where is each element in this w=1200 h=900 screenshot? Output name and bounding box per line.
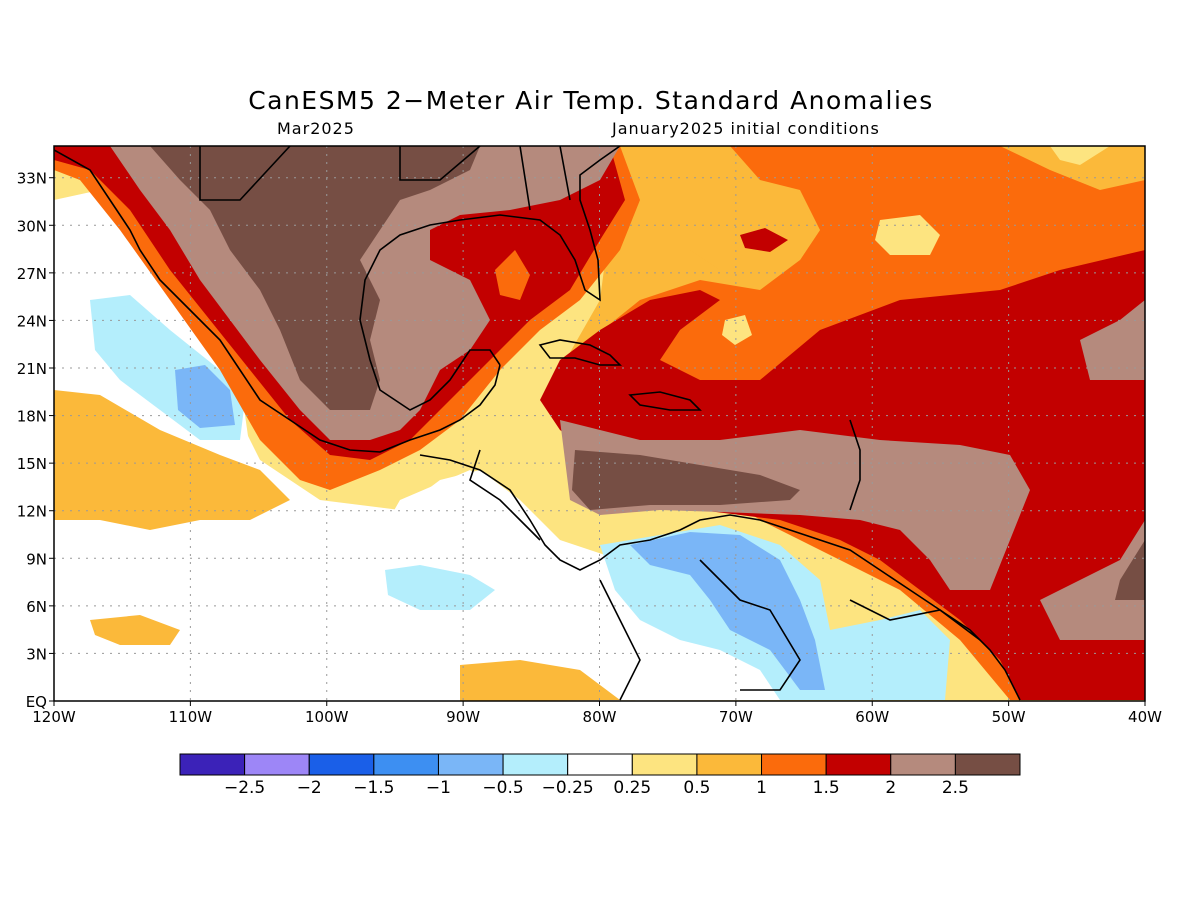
field-neg025-pacific	[385, 565, 495, 610]
field-pos025-ne	[1050, 146, 1110, 165]
lat-tick-label: 21N	[17, 360, 47, 378]
colorbar-swatch	[696, 753, 763, 776]
colorbar-label: 1	[756, 778, 767, 798]
lon-tick-label: 60W	[855, 708, 889, 726]
field-pos05-south	[90, 615, 180, 645]
colorbar-label: −1	[426, 778, 451, 798]
colorbar-label: −2.5	[224, 778, 265, 798]
colorbar-swatch	[244, 753, 310, 776]
lon-tick-label: 110W	[169, 708, 213, 726]
colorbar-label: −0.25	[542, 778, 594, 798]
coastlines	[54, 146, 1021, 701]
lat-tick-label: 9N	[26, 550, 47, 568]
colorbar-label: 1.5	[813, 778, 840, 798]
initial-conditions: January2025 initial conditions	[612, 119, 880, 138]
lat-tick-label: 27N	[17, 265, 47, 283]
colorbar: −2.5 −2 −1.5 −1 −0.5 −0.25 0.25 0.5 1 1.5 2 2.5	[179, 753, 1021, 798]
colorbar-swatch	[954, 753, 1021, 776]
field-pos05-eq	[460, 660, 620, 701]
colorbar-swatch	[179, 753, 246, 776]
map-title: CanESM5 2−Meter Air Temp. Standard Anoma…	[248, 86, 934, 115]
colorbar-swatch	[437, 753, 504, 776]
lat-tick-label: EQ	[26, 693, 47, 711]
field-pos2-inner	[390, 310, 445, 345]
grid-lines	[54, 146, 1145, 701]
lat-tick-label: 3N	[26, 645, 47, 663]
colorbar-label: 0.25	[613, 778, 651, 798]
colorbar-swatch	[631, 753, 698, 776]
field-pos025-inner1	[875, 215, 940, 255]
colorbar-swatch	[502, 753, 569, 776]
colorbar-label: 0.5	[683, 778, 710, 798]
lon-tick-label: 40W	[1128, 708, 1162, 726]
colorbar-swatch	[890, 753, 956, 776]
colorbar-swatch	[825, 753, 892, 776]
field-pos025-inner2	[722, 315, 752, 345]
anomaly-field	[54, 146, 1145, 701]
field-pos1-loop	[495, 250, 530, 300]
lat-tick-label: 6N	[26, 598, 47, 616]
field-neg05-sa	[630, 532, 825, 690]
colorbar-label: −0.5	[482, 778, 523, 798]
lon-tick-label: 90W	[446, 708, 480, 726]
lon-tick-label: 70W	[719, 708, 753, 726]
colorbar-label: 2.5	[942, 778, 969, 798]
colorbar-label: 2	[885, 778, 896, 798]
lon-tick-label: 120W	[32, 708, 76, 726]
field-pos25-east	[1115, 540, 1145, 600]
lat-tick-label: 33N	[17, 170, 47, 188]
field-pos05-inner1	[690, 190, 820, 270]
lon-tick-label: 100W	[305, 708, 349, 726]
lon-tick-label: 50W	[992, 708, 1026, 726]
lat-tick-label: 18N	[17, 408, 47, 426]
colorbar-label: −2	[297, 778, 322, 798]
lat-tick-label: 24N	[17, 312, 47, 330]
colorbar-swatch	[308, 753, 375, 776]
colorbar-swatch	[567, 753, 633, 776]
colorbar-swatch	[761, 753, 827, 776]
field-pos15-small	[740, 228, 788, 252]
lat-tick-label: 12N	[17, 503, 47, 521]
lat-tick-label: 15N	[17, 455, 47, 473]
lon-tick-label: 80W	[583, 708, 617, 726]
colorbar-swatch	[373, 753, 439, 776]
longitude-axis: 120W 110W 100W 90W 80W 70W 60W 50W 40W	[32, 701, 1162, 726]
forecast-month: Mar2025	[277, 119, 355, 138]
lat-tick-label: 30N	[17, 217, 47, 235]
field-pos05-west	[54, 390, 290, 530]
field-pos25-land	[150, 146, 480, 410]
colorbar-label: −1.5	[353, 778, 394, 798]
latitude-axis: 33N 30N 27N 24N 21N 18N 15N 12N 9N 6N 3N EQ	[17, 170, 54, 711]
field-pos25-atlantic	[572, 450, 800, 510]
field-neg05-west	[175, 365, 235, 428]
